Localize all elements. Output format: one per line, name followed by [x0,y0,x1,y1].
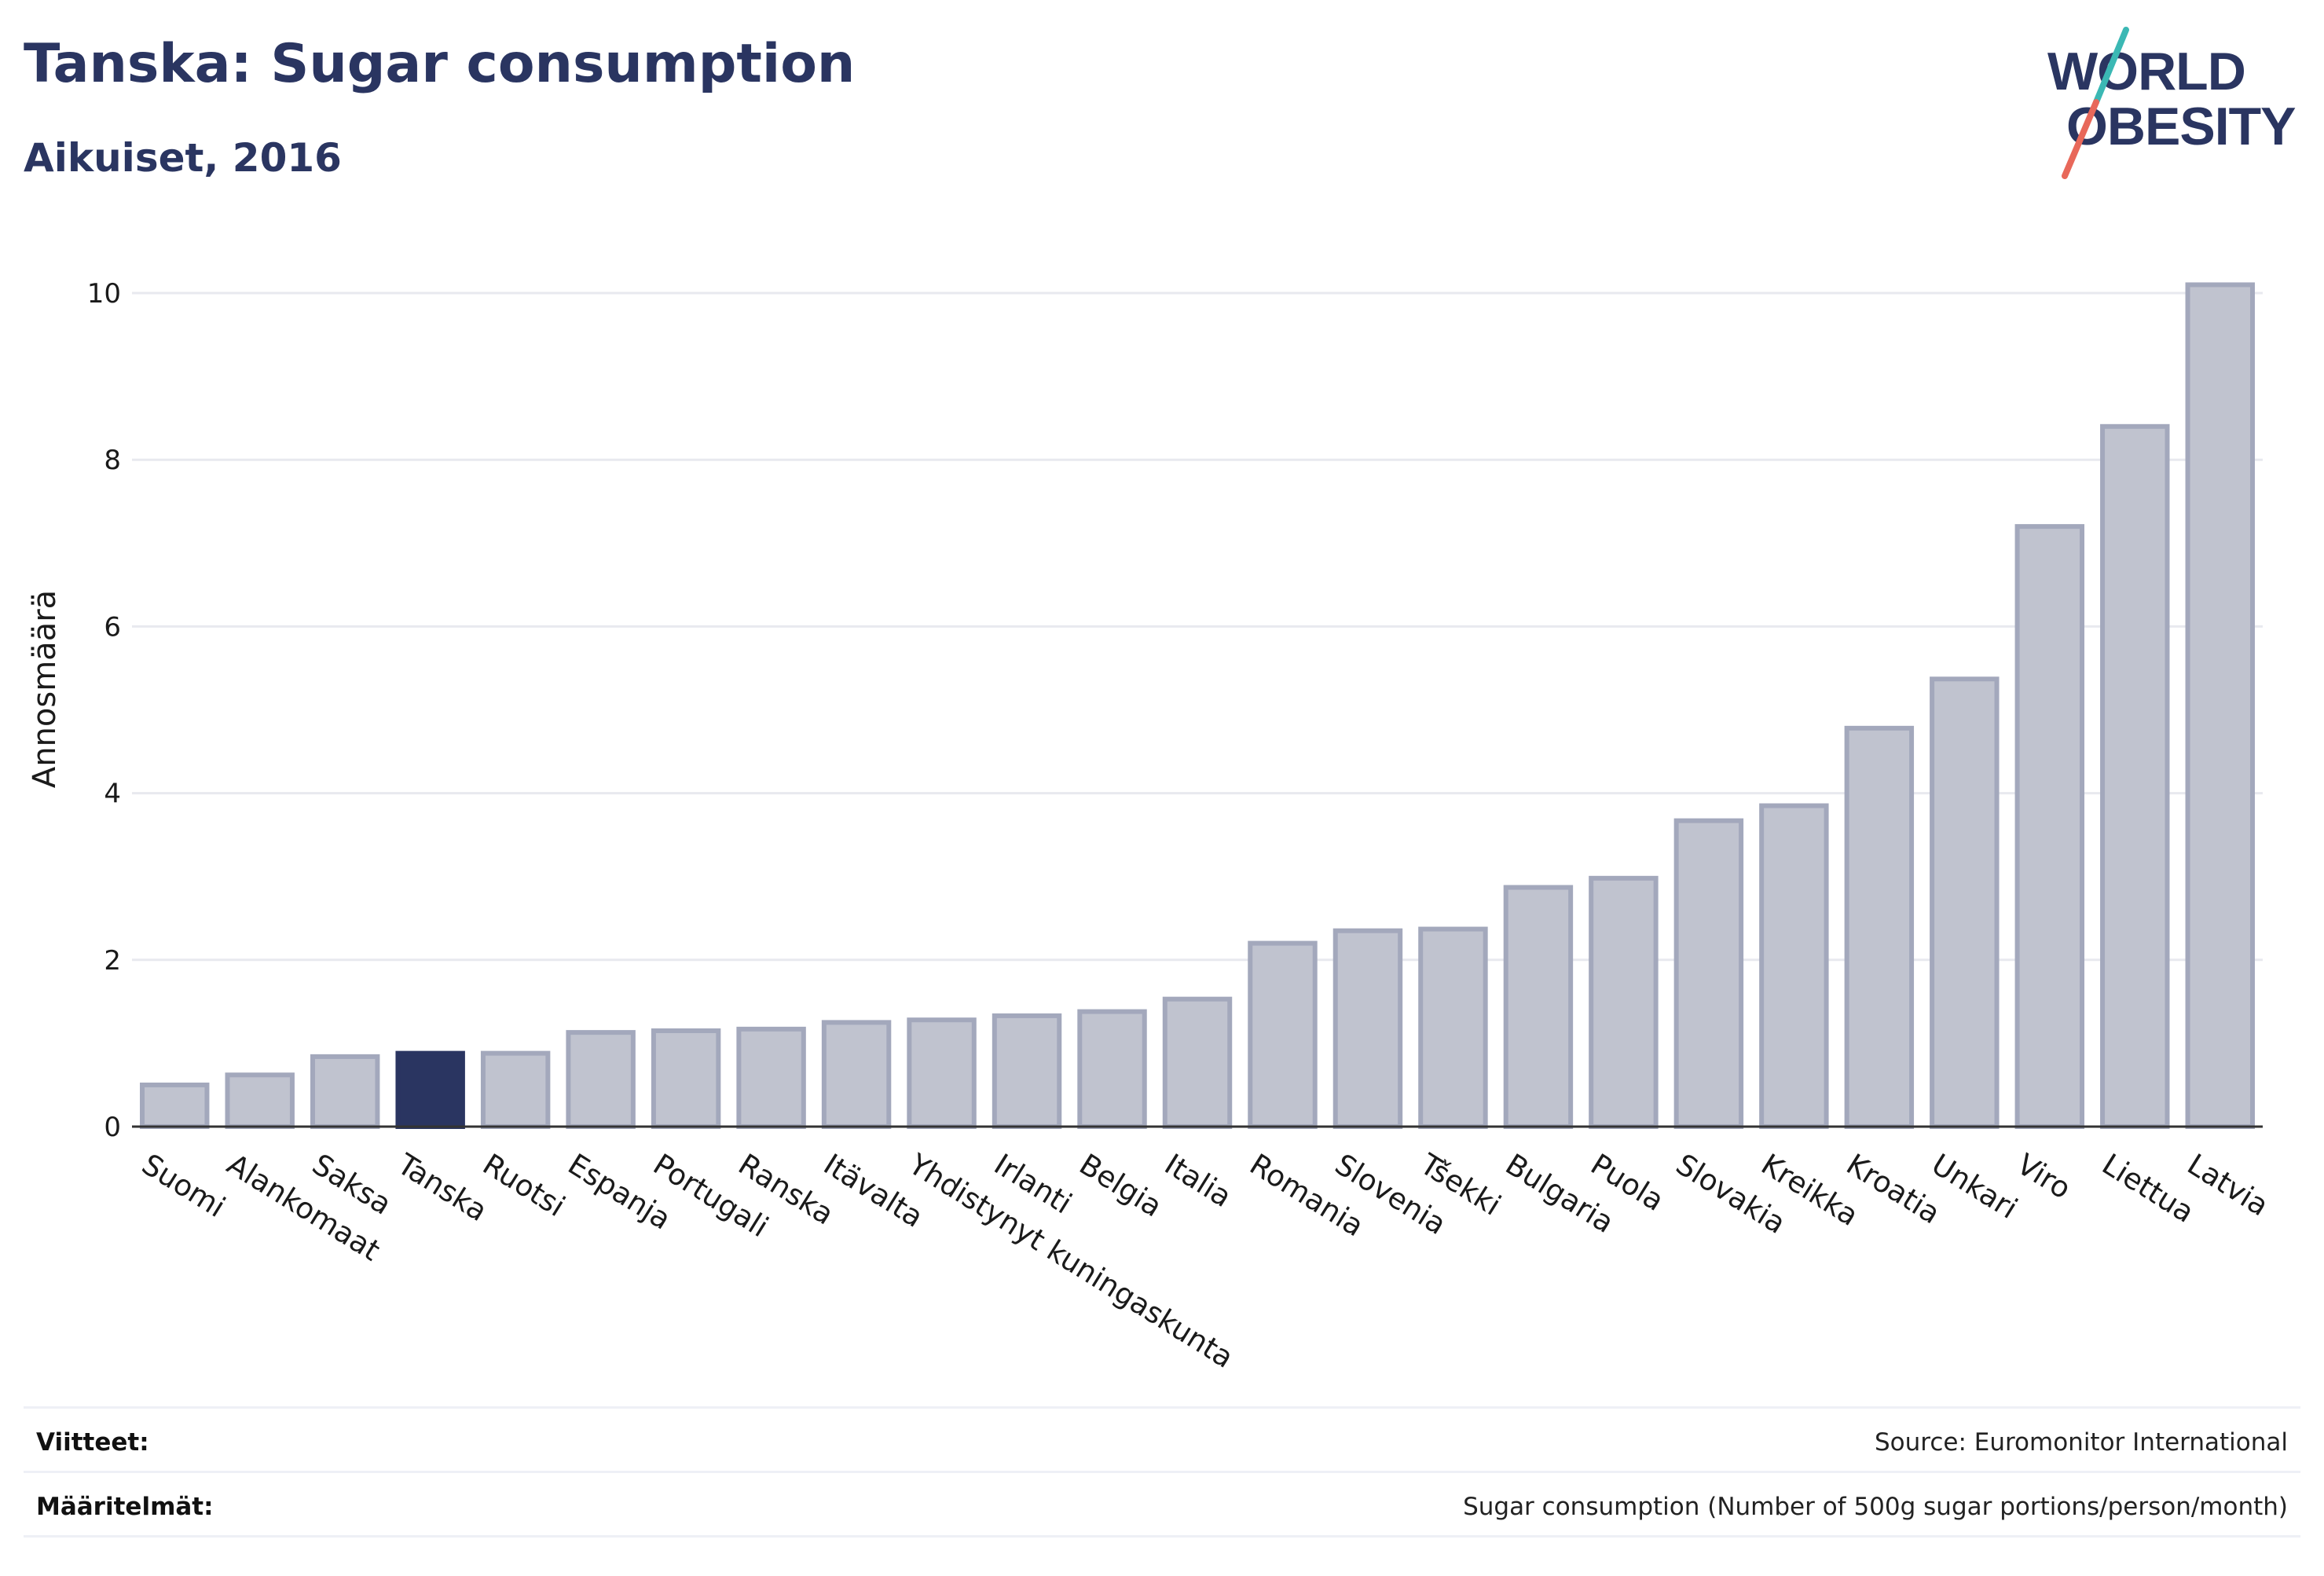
world-obesity-logo: WORLD OBESITY [2047,27,2297,179]
chart-title: Tanska: Sugar consumption [24,33,856,95]
bar-tanska [395,1050,465,1130]
bars [140,282,2255,1130]
y-axis-label: Annosmäärä [27,590,63,788]
bar-bulgaria [1503,885,1574,1130]
footer-divider-bottom [24,1535,2300,1538]
bar-italia [1162,996,1233,1130]
definitions-label: Määritelmät: [36,1493,214,1521]
bar-slovakia [1673,818,1744,1130]
x-tick-label: Latvia [2182,1147,2275,1222]
bar-kroatia [1844,725,1915,1129]
x-tick-label: Unkari [1926,1147,2023,1226]
bar-ruotsi [480,1050,551,1130]
logo-word-obesity: OBESITY [2066,97,2296,156]
footer-divider-top [24,1406,2300,1409]
bar-alankomaat [225,1072,295,1129]
bar-tšekki [1418,926,1488,1130]
bar-slovenia [1332,928,1403,1129]
bar-saksa [310,1054,380,1130]
bar-liettua [2100,423,2170,1129]
chart-subtitle: Aikuiset, 2016 [24,135,342,181]
y-tick-label: 2 [104,945,121,977]
bar-unkari [1930,676,2000,1129]
bar-itävalta [821,1020,892,1130]
bar-puola [1589,875,1659,1129]
bar-suomi [140,1082,210,1130]
definitions-value: Sugar consumption (Number of 500g sugar … [1463,1493,2288,1521]
x-tick-label: Italia [1159,1147,1237,1214]
y-tick-label: 0 [104,1112,121,1143]
y-tick-label: 6 [104,611,121,643]
x-tick-label: Suomi [136,1147,231,1224]
x-tick-label: Kroatia [1841,1147,1946,1230]
bar-latvia [2185,282,2255,1129]
bar-portugali [651,1028,721,1129]
logo-word-world: WORLD [2047,42,2245,101]
bar-belgia [1077,1009,1147,1130]
bar-yhdistynyt-kuningaskunta [907,1017,977,1130]
logo-slash-teal [2093,27,2129,105]
bar-viro [2014,524,2085,1129]
bar-kreikka [1759,803,1829,1129]
x-tick-label: Ruotsi [477,1147,571,1223]
x-tick-label: Tanska [391,1147,493,1228]
y-tick-label: 4 [104,779,121,810]
bar-irlanti [992,1013,1062,1129]
bar-espanja [566,1030,636,1130]
y-tick-label: 8 [104,445,121,476]
bar-chart: 0246810SuomiAlankomaatSaksaTanskaRuotsiE… [27,278,2275,1375]
bar-ranska [736,1026,806,1129]
y-tick-label: 10 [87,278,121,310]
references-value: Source: Euromonitor International [1874,1428,2288,1457]
logo-slash-coral [2062,99,2099,179]
footer-divider-middle [24,1471,2300,1473]
references-label: Viitteet: [36,1428,149,1457]
x-tick-label: Belgia [1073,1147,1167,1223]
x-tick-label: Liettua [2096,1147,2200,1230]
bar-romania [1248,940,1318,1129]
